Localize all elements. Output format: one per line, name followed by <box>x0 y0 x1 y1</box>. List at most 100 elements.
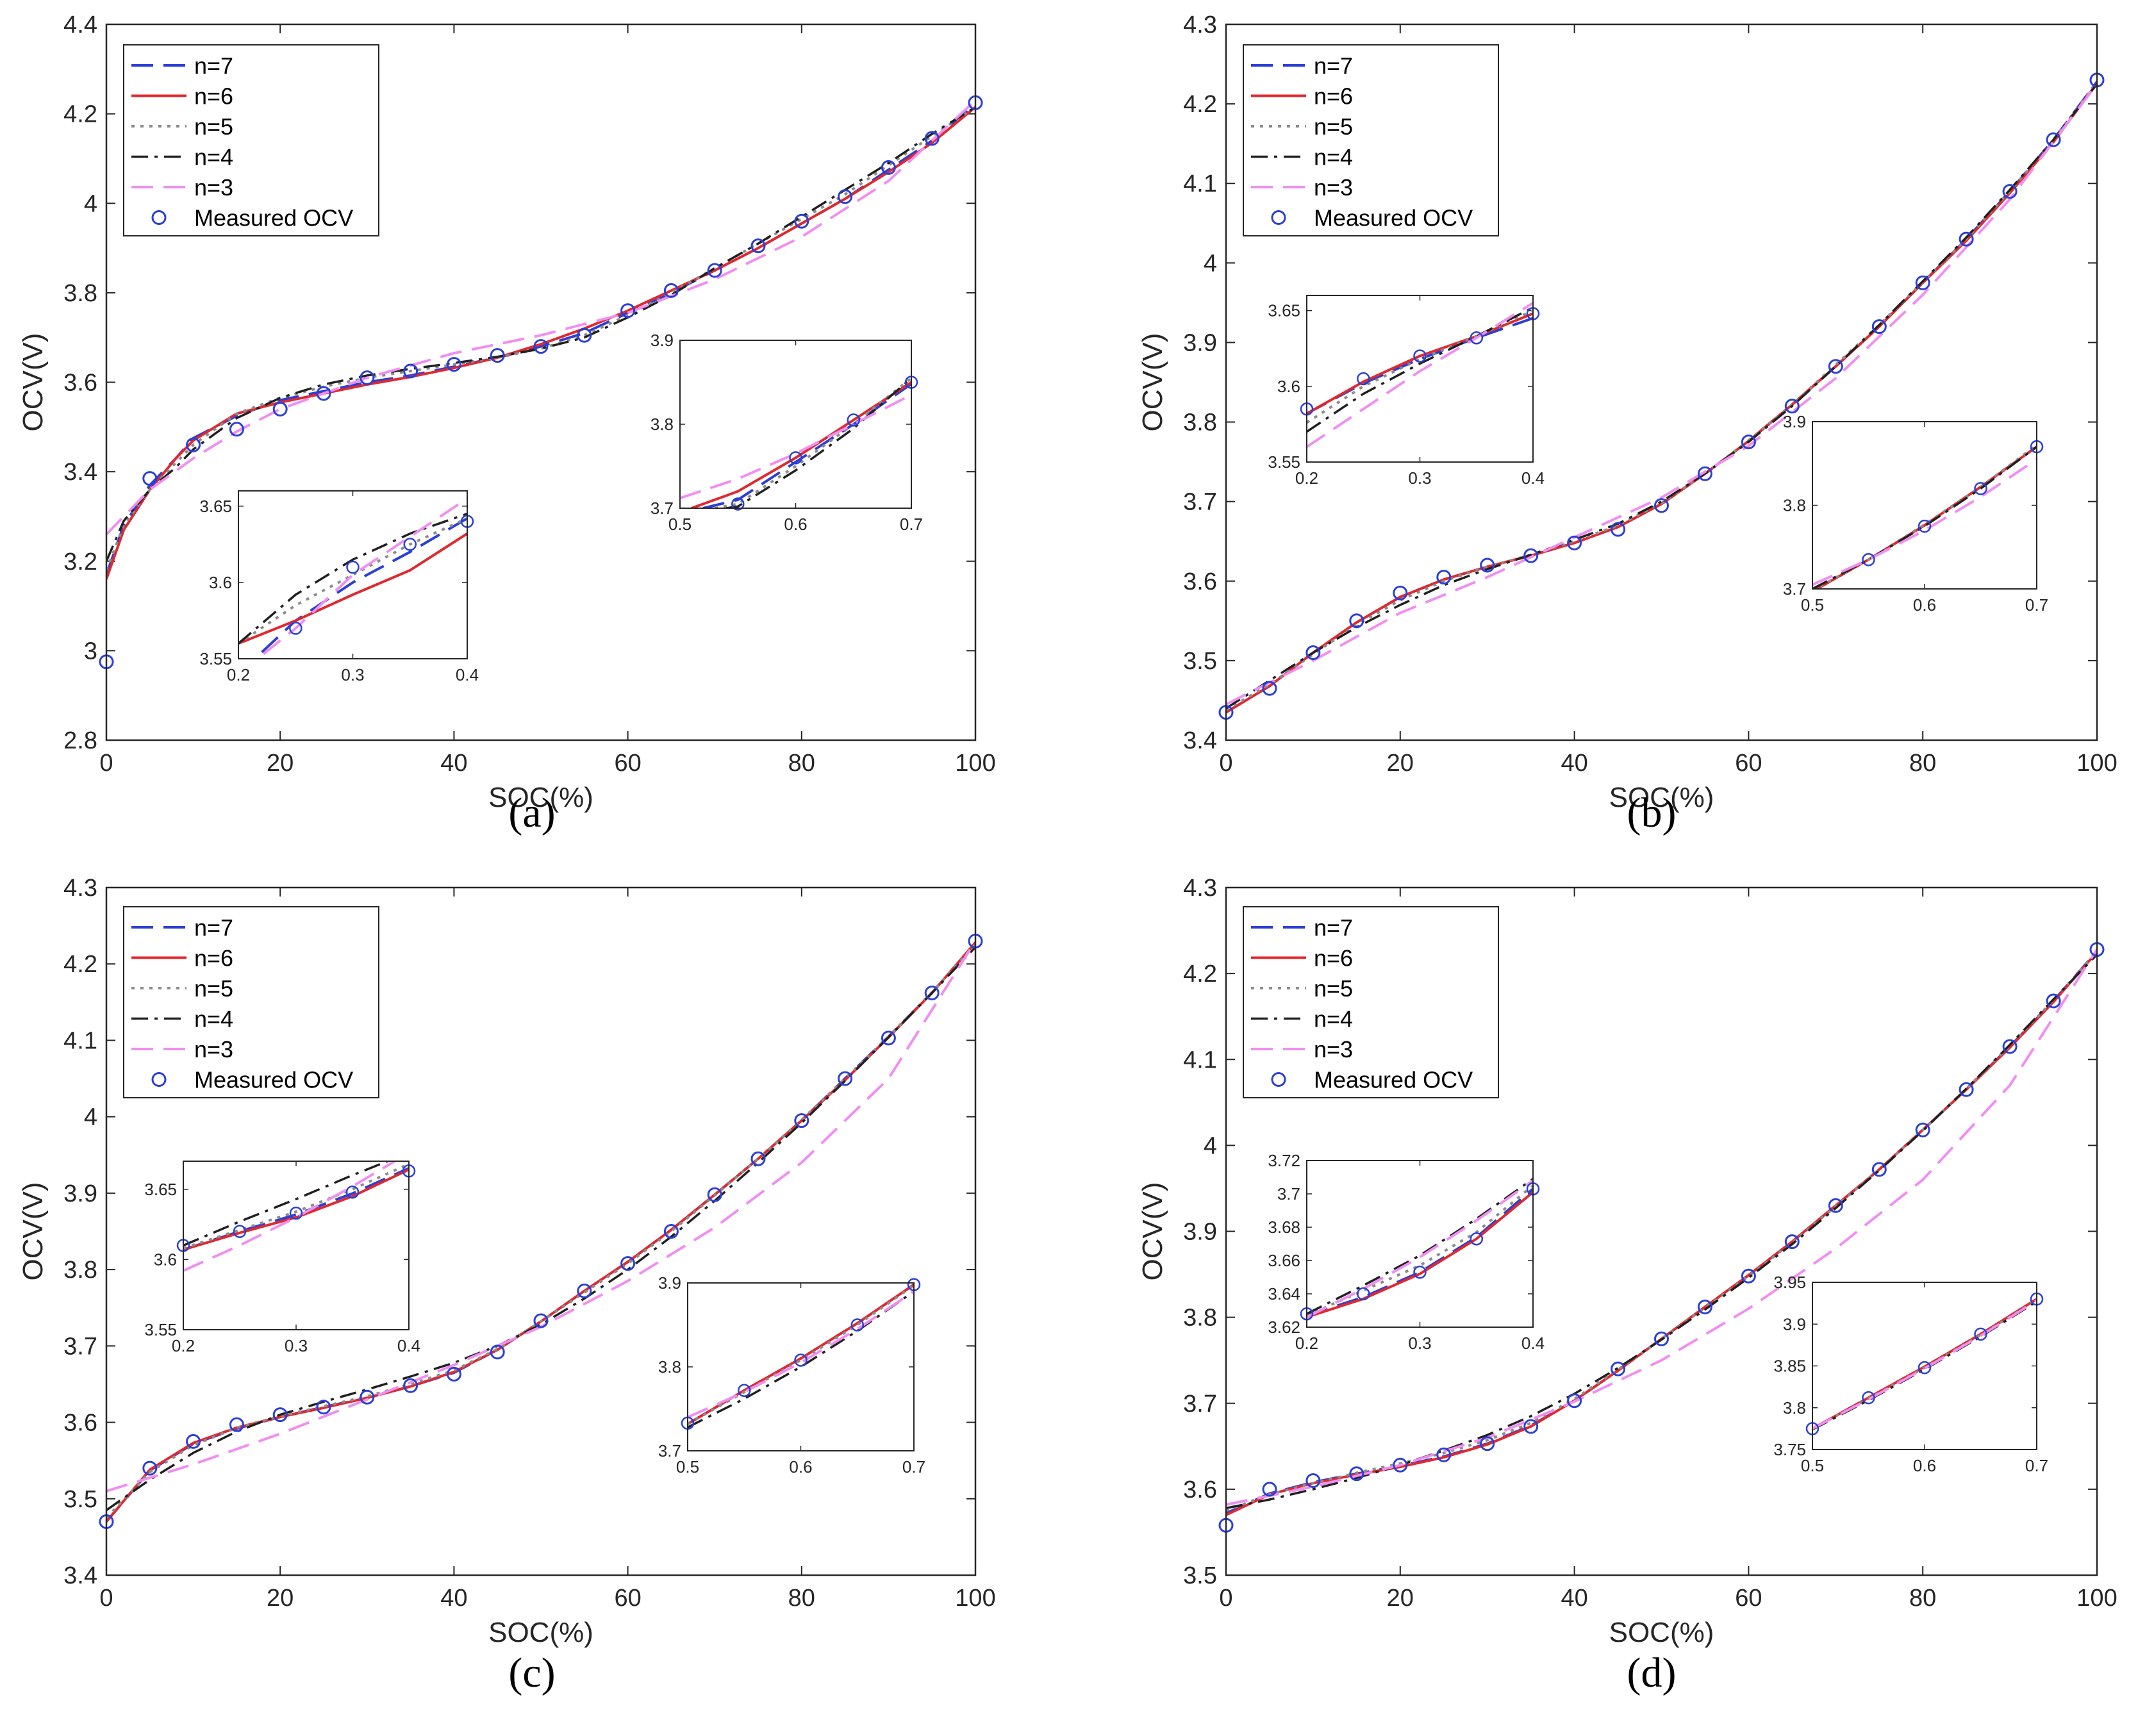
measured-point <box>142 1460 158 1476</box>
measured-point <box>1262 1482 1277 1497</box>
series-line-n7 <box>1307 1187 1533 1317</box>
measured-point <box>1828 359 1843 374</box>
y-tick-label: 4.2 <box>63 951 97 978</box>
inset-x-tick-label: 0.4 <box>397 1336 420 1355</box>
measured-point <box>360 1389 375 1405</box>
inset-x-tick-label: 0.3 <box>1408 1334 1431 1353</box>
series-line-n5 <box>714 377 911 508</box>
series-line-n3 <box>688 1290 914 1419</box>
measured-point <box>316 1400 331 1415</box>
legend-label: n=5 <box>1314 975 1353 1002</box>
series-line-n3 <box>1812 1300 2037 1430</box>
panel-caption: (a) <box>508 789 555 836</box>
y-tick-label: 3.9 <box>1183 329 1217 356</box>
inset-y-tick-label: 3.7 <box>1783 579 1806 599</box>
measured-point <box>1697 466 1712 481</box>
series-group <box>238 497 467 659</box>
measured-point <box>1523 1419 1539 1434</box>
y-tick-label: 4.2 <box>1183 961 1217 988</box>
inset-x-tick-label: 0.2 <box>172 1336 195 1355</box>
measured-point <box>289 1206 303 1220</box>
legend-label: n=7 <box>1314 914 1353 941</box>
series-line-n4 <box>183 1161 391 1247</box>
plot-frame <box>105 886 977 1576</box>
measured-point <box>346 560 360 574</box>
y-tick-label: 4.4 <box>63 12 97 38</box>
inset-x-tick-label: 0.6 <box>1913 1456 1936 1475</box>
measured-point <box>1918 519 1932 533</box>
series-line-n4 <box>106 946 975 1512</box>
inset-x-tick-label: 0.7 <box>2025 595 2048 615</box>
measured-point <box>1393 1457 1408 1473</box>
x-tick-label: 80 <box>788 750 815 777</box>
measured-point <box>738 1384 751 1397</box>
y-tick-label: 4.1 <box>1183 1046 1217 1073</box>
inset-x-tick-label: 0.5 <box>668 515 692 534</box>
x-tick-label: 40 <box>440 1585 467 1612</box>
series-line-n6 <box>183 1168 409 1252</box>
inset-area <box>1812 422 2037 589</box>
measured-point <box>1959 1082 1974 1097</box>
inset-y-tick-label: 3.9 <box>1783 412 1806 431</box>
inset-low-soc: 0.2 0.3 0.4 3.55 3.6 3.65 <box>144 1161 420 1355</box>
x-tick-label: 0 <box>1219 750 1232 777</box>
inset-frame <box>238 490 468 659</box>
legend: n=7 n=6 n=5 n=4 n=3 Measured OCV <box>1243 906 1499 1098</box>
x-tick-label: 80 <box>1909 1585 1936 1612</box>
y-tick-label: 3.6 <box>63 1410 97 1437</box>
x-tick-label: 60 <box>614 750 641 777</box>
inset-y-tick-label: 3.65 <box>1268 301 1300 320</box>
inset-area <box>680 340 911 508</box>
y-tick-label: 3.5 <box>1183 648 1217 675</box>
y-tick-label: 3.6 <box>63 370 97 397</box>
series-line-n4 <box>725 377 911 508</box>
y-axis-label: OCV(V) <box>1137 333 1168 432</box>
legend-label: Measured OCV <box>1314 1067 1473 1093</box>
y-tick-label: 3.5 <box>1183 1562 1217 1589</box>
series-group <box>1307 1178 1533 1319</box>
measured-point <box>577 327 592 343</box>
y-tick-label: 4 <box>1204 1132 1217 1159</box>
x-tick-label: 100 <box>2076 750 2117 777</box>
inset-y-tick-label: 3.8 <box>658 1357 681 1376</box>
measured-point <box>1611 1361 1626 1376</box>
inset-frame <box>1812 421 2037 590</box>
inset-frame <box>1306 1160 1534 1328</box>
inset-y-tick-label: 3.72 <box>1268 1151 1300 1170</box>
series-line-n4 <box>1307 1178 1533 1315</box>
series-line-n5 <box>106 106 975 571</box>
inset-frame <box>183 1161 410 1330</box>
x-tick-label: 40 <box>440 750 467 777</box>
measured-point <box>731 497 745 511</box>
y-tick-label: 4 <box>84 1104 97 1131</box>
measured-point <box>1959 231 1974 247</box>
legend-label: n=3 <box>1314 174 1353 201</box>
inset-mid-soc: 0.5 0.6 0.7 3.7 3.8 3.9 <box>1783 412 2048 615</box>
inset-y-tick-label: 3.8 <box>1783 496 1806 515</box>
legend-marker-measured <box>1271 1072 1286 1087</box>
inset-low-soc: 0.2 0.3 0.4 3.62 3.64 3.66 3.68 3.7 3.72 <box>1268 1151 1545 1353</box>
measured-point <box>1862 1391 1875 1405</box>
y-tick-label: 3.8 <box>63 1257 97 1284</box>
y-axis-label: OCV(V) <box>17 333 49 432</box>
legend-label: n=5 <box>194 975 233 1002</box>
y-tick-label: 3.5 <box>63 1486 97 1513</box>
inset-y-tick-label: 3.75 <box>1773 1440 1806 1459</box>
measured-point <box>1784 1234 1800 1250</box>
chart-panel-b: 0 20 40 60 80 100 3.4 3.5 3.6 3.7 3.8 3.9 4 4.1 4.2 4.3… <box>1137 12 2117 836</box>
legend-label: n=3 <box>194 174 233 201</box>
inset-y-tick-label: 3.62 <box>1268 1318 1300 1337</box>
x-tick-label: 60 <box>614 1585 641 1612</box>
y-axis-label: OCV(V) <box>17 1182 49 1281</box>
inset-frame <box>1306 295 1534 463</box>
measured-point <box>1262 681 1277 696</box>
inset-x-tick-label: 0.4 <box>456 665 479 684</box>
legend-label: n=6 <box>194 83 233 110</box>
legend-box <box>123 906 379 1098</box>
series-group <box>1307 302 1533 449</box>
inset-y-tick-label: 3.65 <box>199 497 232 516</box>
measured-point <box>2046 132 2061 147</box>
measured-point <box>707 263 722 278</box>
measured-point <box>1480 1436 1495 1451</box>
series-group <box>1226 948 2097 1516</box>
